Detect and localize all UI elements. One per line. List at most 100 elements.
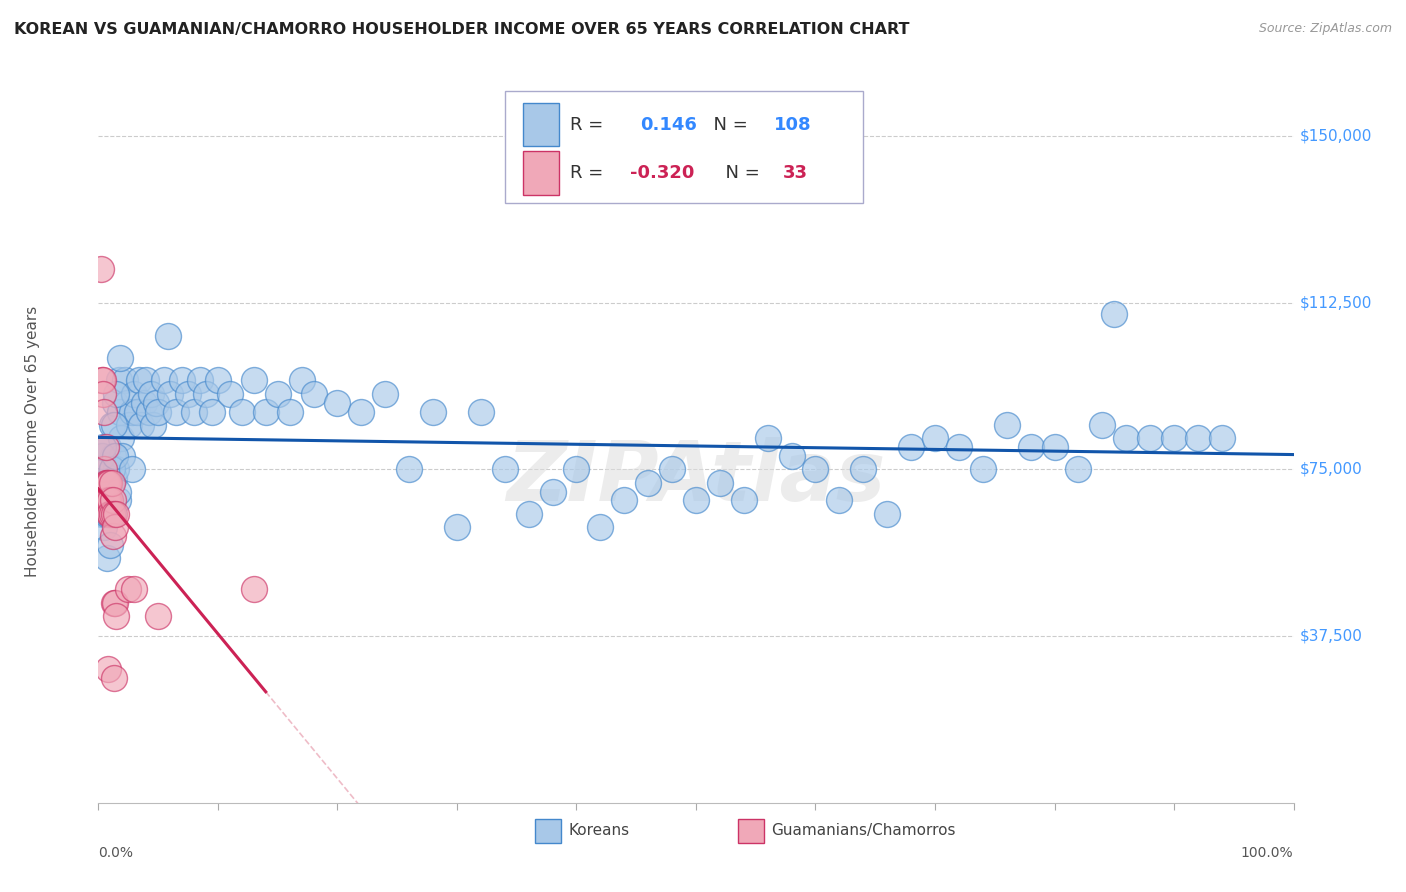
Text: Householder Income Over 65 years: Householder Income Over 65 years (25, 306, 41, 577)
Point (100, 475, 122, 490)
Point (201, 404, 224, 418)
Point (97, 475, 120, 490)
Text: 0.0%: 0.0% (98, 847, 134, 860)
Point (948, 440, 970, 454)
Point (124, 386, 146, 401)
Point (101, 493, 124, 508)
Point (1211, 431, 1233, 445)
Text: 108: 108 (773, 116, 811, 134)
Point (104, 449, 127, 463)
Point (90, 262, 112, 277)
Text: ZIPAtlas: ZIPAtlas (506, 437, 886, 518)
Point (188, 373, 211, 387)
Point (1067, 462, 1090, 476)
Point (128, 373, 150, 387)
Point (96, 475, 118, 490)
Point (165, 404, 187, 418)
Point (104, 395, 127, 409)
Point (350, 404, 373, 418)
Point (98, 458, 121, 472)
Text: R =: R = (571, 164, 609, 182)
Point (104, 520, 127, 534)
Point (121, 462, 143, 476)
Point (97, 475, 120, 490)
Point (302, 386, 325, 401)
Point (139, 386, 162, 401)
Point (97, 440, 120, 454)
Text: Koreans: Koreans (568, 823, 630, 838)
Text: -0.320: -0.320 (630, 164, 695, 182)
Point (1043, 440, 1066, 454)
Point (98, 538, 122, 552)
Point (131, 417, 153, 432)
Text: R =: R = (571, 116, 616, 134)
Point (135, 373, 157, 387)
Point (118, 417, 141, 432)
Point (804, 462, 827, 476)
Point (1104, 307, 1126, 321)
Point (153, 373, 176, 387)
Point (98, 507, 121, 521)
Point (107, 493, 129, 508)
Point (93, 462, 115, 476)
Point (96, 493, 118, 508)
Point (291, 373, 314, 387)
Bar (523, 152, 558, 194)
Point (1187, 431, 1209, 445)
Point (114, 373, 136, 387)
Point (661, 462, 683, 476)
Point (243, 373, 266, 387)
Point (100, 462, 122, 476)
Point (494, 462, 516, 476)
Point (115, 395, 138, 409)
Point (93, 493, 115, 508)
Bar (505, 91, 863, 203)
Point (105, 507, 128, 521)
Point (121, 404, 143, 418)
Point (91, 386, 114, 401)
Point (374, 386, 396, 401)
Point (183, 404, 205, 418)
Text: N =: N = (702, 116, 754, 134)
Text: $112,500: $112,500 (1299, 295, 1372, 310)
Point (101, 529, 124, 543)
Point (105, 386, 128, 401)
Point (1163, 431, 1185, 445)
Bar (523, 103, 558, 146)
Point (1019, 440, 1042, 454)
Point (117, 582, 139, 597)
Point (91, 373, 114, 387)
Point (446, 520, 468, 534)
Point (613, 493, 636, 508)
Point (94, 475, 117, 490)
Point (709, 475, 731, 490)
Point (422, 404, 444, 418)
Point (108, 404, 131, 418)
Point (828, 493, 851, 508)
Text: $150,000: $150,000 (1299, 128, 1372, 144)
Point (97, 493, 120, 508)
Point (98, 493, 122, 508)
Point (94, 462, 117, 476)
Point (876, 507, 898, 521)
Point (470, 404, 492, 418)
Point (780, 449, 803, 463)
Bar (534, 820, 561, 843)
Point (177, 386, 200, 401)
Point (138, 404, 160, 418)
Point (517, 507, 540, 521)
Point (231, 404, 253, 418)
Text: 33: 33 (783, 164, 808, 182)
Point (97, 662, 120, 676)
Point (1139, 431, 1161, 445)
Text: 0.146: 0.146 (640, 116, 697, 134)
Text: $37,500: $37,500 (1299, 629, 1362, 643)
Point (995, 417, 1018, 432)
Text: N =: N = (714, 164, 765, 182)
Point (589, 520, 612, 534)
Point (142, 417, 165, 432)
Point (108, 351, 131, 366)
Point (94, 507, 117, 521)
Point (91, 373, 114, 387)
Point (101, 449, 124, 463)
